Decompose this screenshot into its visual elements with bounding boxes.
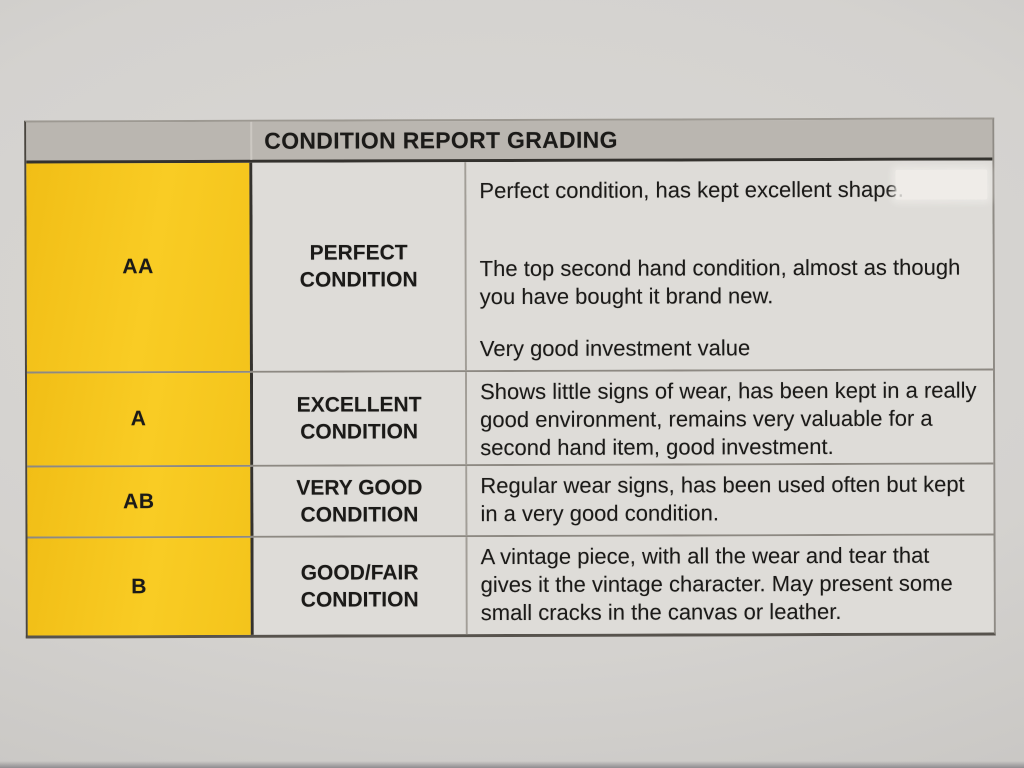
description-cell: Perfect condition, has kept excellent sh…	[466, 160, 993, 371]
description-line: second hand item, good investment.	[480, 433, 834, 461]
description-line: you have bought it brand new.	[479, 283, 774, 310]
table-row-aa: AA PERFECT CONDITION Perfect condition, …	[26, 160, 993, 374]
grade-cell: AB	[27, 466, 254, 537]
description-line: Very good investment value	[479, 335, 751, 362]
grade-cell: AA	[26, 162, 253, 372]
description-line: Regular wear signs, has been used often …	[480, 471, 965, 499]
description-cell: A vintage piece, with all the wear and t…	[467, 535, 994, 635]
condition-label: GOOD/FAIR CONDITION	[300, 560, 419, 612]
description-line: A vintage piece, with all the wear and t…	[480, 542, 930, 570]
table-row-ab: AB VERY GOOD CONDITION Regular wear sign…	[27, 464, 994, 539]
description-paragraph: Regular wear signs, has been used often …	[480, 471, 985, 529]
condition-label: EXCELLENT CONDITION	[296, 393, 422, 444]
condition-label: VERY GOOD CONDITION	[296, 475, 423, 527]
condition-cell: VERY GOOD CONDITION	[253, 466, 468, 536]
description-paragraph: Shows little signs of wear, has been kep…	[480, 377, 985, 463]
table-header-row: CONDITION REPORT GRADING	[26, 119, 993, 164]
description-line: gives it the vintage character. May pres…	[480, 570, 953, 598]
table-row-a: A EXCELLENT CONDITION Shows little signs…	[26, 370, 994, 468]
table-row-b: B GOOD/FAIR CONDITION A vintage piece, w…	[27, 535, 994, 636]
grade-label: A	[130, 407, 147, 431]
description-cell: Regular wear signs, has been used often …	[467, 464, 994, 536]
description-paragraph: Very good investment value	[480, 334, 985, 364]
description-cell: Shows little signs of wear, has been kep…	[466, 370, 994, 465]
correction-patch	[895, 169, 988, 200]
grade-label: B	[131, 574, 148, 598]
condition-label: PERFECT CONDITION	[299, 241, 418, 292]
description-line: The top second hand condition, almost as…	[479, 254, 961, 282]
condition-cell: PERFECT CONDITION	[252, 162, 467, 371]
condition-cell: GOOD/FAIR CONDITION	[253, 537, 468, 635]
description-line: small cracks in the canvas or leather.	[480, 598, 842, 626]
condition-cell: EXCELLENT CONDITION	[252, 372, 468, 465]
grade-cell: A	[26, 372, 254, 466]
description-paragraph: The top second hand condition, almost as…	[480, 254, 985, 312]
description-line: in a very good condition.	[480, 500, 719, 527]
condition-grading-table: CONDITION REPORT GRADING AA PERFECT COND…	[24, 117, 996, 639]
description-paragraph: A vintage piece, with all the wear and t…	[481, 542, 986, 628]
grade-label: AA	[122, 255, 154, 279]
description-line: good environment, remains very valuable …	[480, 405, 933, 433]
grade-label: AB	[123, 489, 155, 513]
grade-cell: B	[27, 537, 254, 636]
header-spacer-cell	[26, 121, 253, 161]
table-title: CONDITION REPORT GRADING	[264, 126, 618, 154]
description-line: Shows little signs of wear, has been kep…	[480, 377, 977, 405]
